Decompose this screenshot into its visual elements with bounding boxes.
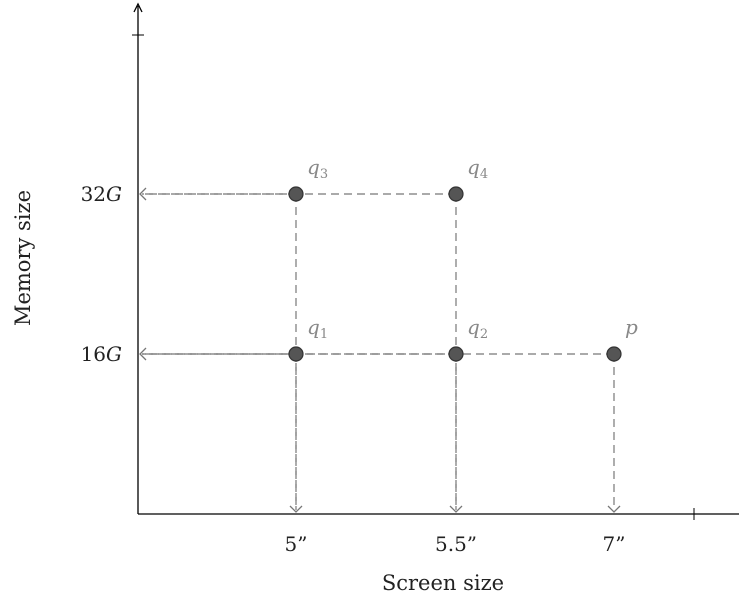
data-point (288, 346, 304, 362)
x-tick-arrow-icon (607, 505, 621, 513)
point-label: q1 (307, 315, 328, 342)
y-tick-label: 16G (81, 342, 122, 366)
x-tick-arrow-icon (289, 505, 303, 513)
y-tick-label: 32G (81, 182, 122, 206)
data-point (288, 186, 304, 202)
data-point (448, 346, 464, 362)
guide-lines (142, 193, 615, 510)
data-point (448, 186, 464, 202)
y-axis-arrow-icon (133, 2, 143, 13)
y-tick-arrow-icon (139, 347, 147, 361)
point-label: q2 (467, 315, 488, 342)
x-tick-label: 5” (285, 532, 308, 556)
x-tick-label: 7” (603, 532, 626, 556)
data-point (606, 346, 622, 362)
point-label: q3 (307, 155, 328, 182)
y-axis-title: Memory size (11, 190, 35, 326)
x-axis-title: Screen size (382, 571, 504, 595)
x-tick-arrow-icon (449, 505, 463, 513)
y-tick-arrow-icon (139, 187, 147, 201)
x-tick-label: 5.5” (435, 532, 477, 556)
point-label: p (625, 315, 638, 339)
axes (132, 2, 739, 520)
points: q1 q2 q3 q4 p (288, 155, 638, 362)
ticks: 5” 5.5” 7” 16G 32G (81, 182, 626, 556)
point-label: q4 (467, 155, 488, 182)
